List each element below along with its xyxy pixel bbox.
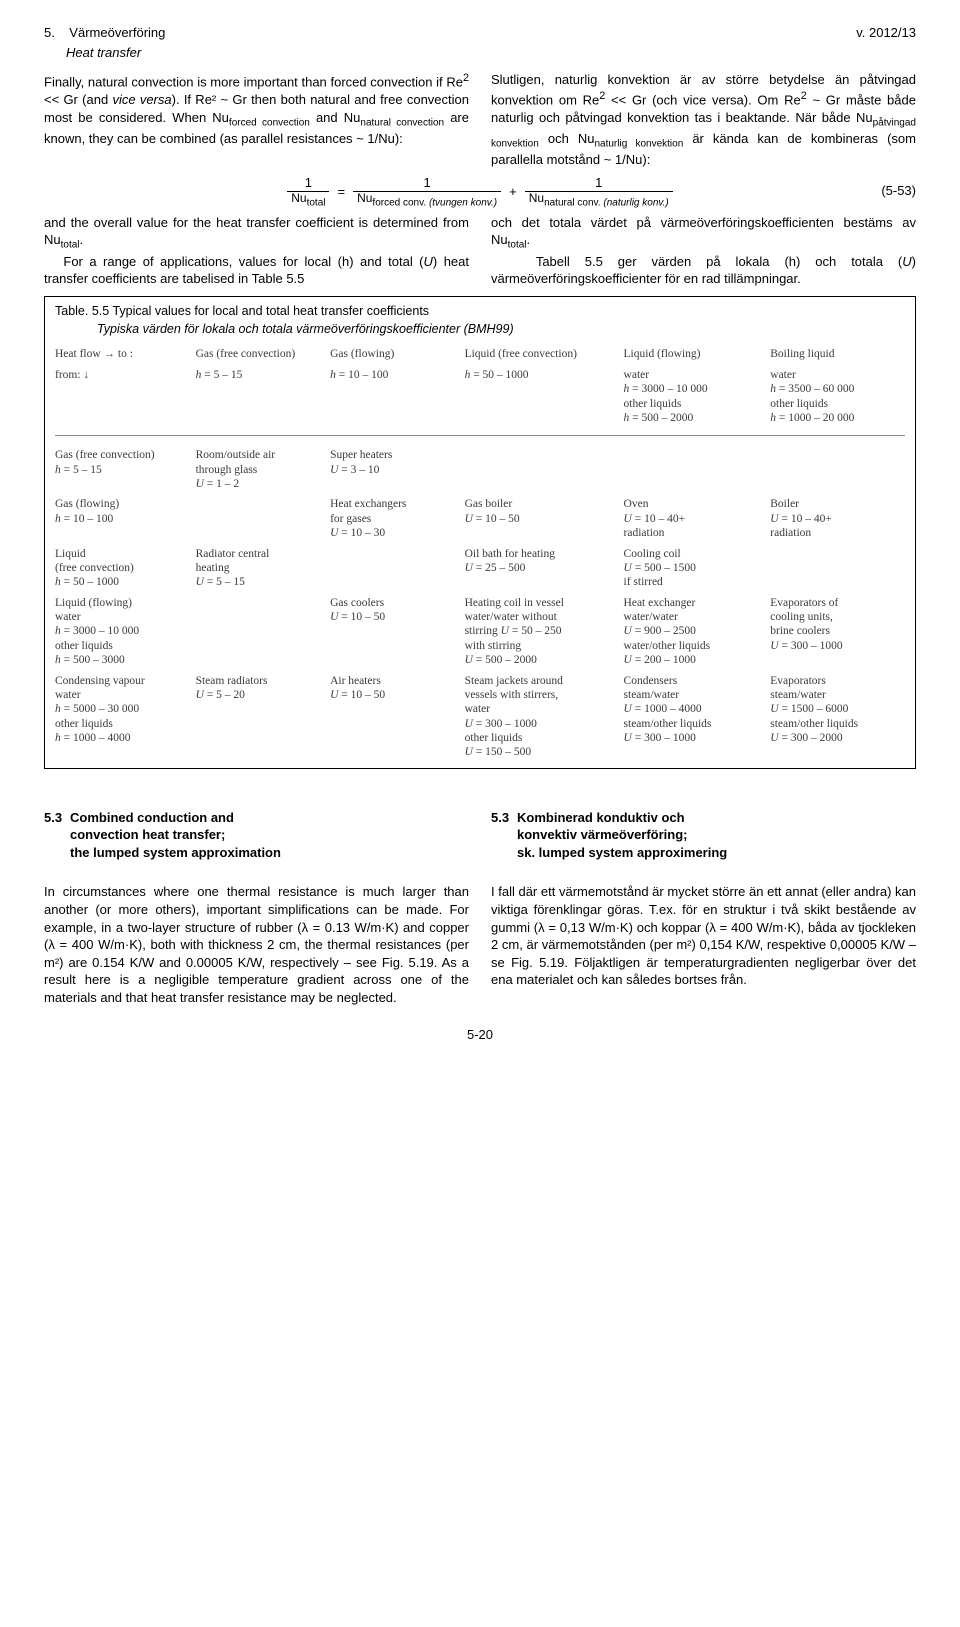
table-cell: waterh = 3500 – 60 000other liquidsh = 1…	[770, 368, 905, 426]
table-divider	[55, 431, 905, 442]
table-cell: OvenU = 10 – 40+radiation	[624, 497, 759, 540]
eq-den3: Nunatural conv. (naturlig konv.)	[525, 191, 673, 208]
eq-equals: =	[337, 183, 345, 201]
body-columns: In circumstances where one thermal resis…	[44, 883, 916, 1006]
section-sv: 5.3 Kombinerad konduktiv och konvektiv v…	[491, 809, 916, 864]
intro-col-en: Finally, natural convection is more impo…	[44, 71, 469, 168]
table-cell: h = 50 – 1000	[465, 368, 612, 426]
table-cell	[624, 448, 759, 491]
version-tag: v. 2012/13	[856, 24, 916, 42]
eq-den2: Nuforced conv. (tvungen konv.)	[353, 191, 501, 208]
chapter-title-sv: Värmeöverföring	[69, 25, 165, 40]
eq-den1: Nutotal	[287, 191, 329, 208]
intro-col-sv: Slutligen, naturlig konvektion är av stö…	[491, 71, 916, 168]
table-cell: Liquid (free convection)	[465, 347, 612, 361]
chapter-num: 5.	[44, 25, 55, 40]
chapter-line: 5. Värmeöverföring	[44, 24, 165, 42]
page-number: 5-20	[44, 1026, 916, 1044]
table-title: Table. 5.5 Typical values for local and …	[55, 303, 905, 320]
table-cell: Liquid (flowing)waterh = 3000 – 10 000ot…	[55, 596, 184, 668]
section-en: 5.3 Combined conduction and convection h…	[44, 809, 469, 864]
table-cell: Gas (free convection)h = 5 – 15	[55, 448, 184, 491]
table-cell: Gas coolersU = 10 – 50	[330, 596, 452, 668]
table-cell: Oil bath for heatingU = 25 – 500	[465, 547, 612, 590]
section-sv-l1: Kombinerad konduktiv och	[517, 810, 685, 825]
table-cell: Condensing vapourwaterh = 5000 – 30 000o…	[55, 674, 184, 760]
body-en: In circumstances where one thermal resis…	[44, 883, 469, 1006]
table-cell: Cooling coilU = 500 – 1500if stirred	[624, 547, 759, 590]
table-cell: Room/outside airthrough glassU = 1 – 2	[196, 448, 318, 491]
table-cell	[770, 448, 905, 491]
section-en-heading: 5.3 Combined conduction and convection h…	[44, 809, 469, 862]
section-sv-heading: 5.3 Kombinerad konduktiv och konvektiv v…	[491, 809, 916, 862]
table-cell: Gas (flowing)	[330, 347, 452, 361]
eq-tag: (5-53)	[881, 182, 916, 200]
section-en-num: 5.3	[44, 809, 64, 862]
chapter-title-en: Heat transfer	[44, 44, 916, 62]
section-en-l3: the lumped system approximation	[70, 845, 281, 860]
table-cell: Gas (flowing)h = 10 – 100	[55, 497, 184, 540]
table-cell: Evaporators ofcooling units,brine cooler…	[770, 596, 905, 668]
eq-plus: +	[509, 183, 517, 201]
table-cell: Heat exchangersfor gasesU = 10 – 30	[330, 497, 452, 540]
table-cell: Gas (free convection)	[196, 347, 318, 361]
equation-5-53: 1Nutotal = 1Nuforced conv. (tvungen konv…	[44, 174, 916, 208]
table-cell: Gas boilerU = 10 – 50	[465, 497, 612, 540]
table-cell: Steam radiatorsU = 5 – 20	[196, 674, 318, 760]
table-cell: Heating coil in vesselwater/water withou…	[465, 596, 612, 668]
table-cell: from: ↓	[55, 368, 184, 426]
table-cell: Boiling liquid	[770, 347, 905, 361]
table-cell: Air heatersU = 10 – 50	[330, 674, 452, 760]
table-cell: h = 10 – 100	[330, 368, 452, 426]
table-cell: waterh = 3000 – 10 000other liquidsh = 5…	[624, 368, 759, 426]
table-cell: Heat exchangerwater/waterU = 900 – 2500w…	[624, 596, 759, 668]
section-en-l2: convection heat transfer;	[70, 827, 225, 842]
body-sv: I fall där ett värmemotstånd är mycket s…	[491, 883, 916, 1006]
post-eq-columns: and the overall value for the heat trans…	[44, 214, 916, 288]
table-cell	[770, 547, 905, 590]
table-cell: Evaporatorssteam/waterU = 1500 – 6000ste…	[770, 674, 905, 760]
eq-num3: 1	[591, 176, 606, 190]
section-sv-l2: konvektiv värmeöverföring;	[517, 827, 688, 842]
table-cell: Liquid(free convection)h = 50 – 1000	[55, 547, 184, 590]
post-sv: och det totala värdet på värmeöverföring…	[491, 214, 916, 288]
table-cell: h = 5 – 15	[196, 368, 318, 426]
section-headings: 5.3 Combined conduction and convection h…	[44, 809, 916, 864]
section-sv-l3: sk. lumped system approximering	[517, 845, 727, 860]
section-sv-num: 5.3	[491, 809, 511, 862]
table-cell	[196, 596, 318, 668]
table-cell: Heat flow → to :	[55, 347, 184, 361]
table-cell	[465, 448, 612, 491]
section-en-l1: Combined conduction and	[70, 810, 234, 825]
table-cell	[330, 547, 452, 590]
page-header: 5. Värmeöverföring v. 2012/13	[44, 24, 916, 42]
table-5-5: Table. 5.5 Typical values for local and …	[44, 296, 916, 769]
table-cell: Radiator centralheatingU = 5 – 15	[196, 547, 318, 590]
table-cell: Liquid (flowing)	[624, 347, 759, 361]
post-en: and the overall value for the heat trans…	[44, 214, 469, 288]
scan-table: Heat flow → to : Gas (free convection) Gas…	[55, 347, 905, 759]
table-cell	[196, 497, 318, 540]
table-cell: BoilerU = 10 – 40+radiation	[770, 497, 905, 540]
table-cell: Super heatersU = 3 – 10	[330, 448, 452, 491]
table-cell: Condenserssteam/waterU = 1000 – 4000stea…	[624, 674, 759, 760]
table-cell: Steam jackets aroundvessels with stirrer…	[465, 674, 612, 760]
eq-num2: 1	[419, 176, 434, 190]
eq-num1: 1	[301, 176, 316, 190]
table-subtitle: Typiska värden för lokala och totala vär…	[55, 321, 905, 338]
intro-columns: Finally, natural convection is more impo…	[44, 71, 916, 168]
